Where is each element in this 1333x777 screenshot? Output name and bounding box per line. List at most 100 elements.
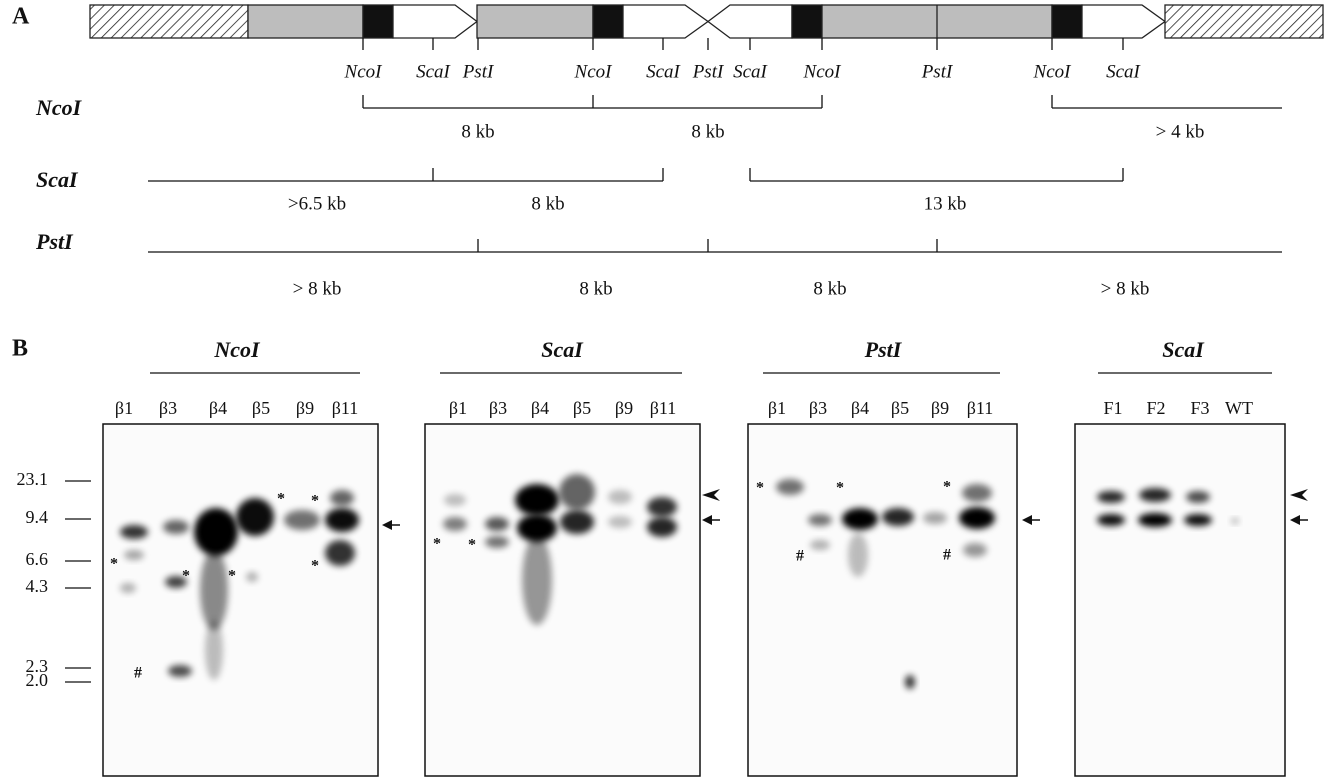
band-annotation: * [182,568,190,585]
lane-label: β5 [891,398,909,418]
lane-label: β3 [159,398,177,418]
band [1186,491,1210,503]
band-annotation: * [277,491,285,508]
band-annotation: * [228,568,236,585]
arrow [1290,515,1300,525]
lane-label: F3 [1190,398,1209,418]
band [522,535,552,625]
blot [747,423,1018,777]
lane-label: β4 [851,398,869,418]
band [1097,491,1125,503]
lane-label: β5 [252,398,270,418]
band [485,517,509,531]
site-label: NcoI [344,61,384,82]
size-marker-label: 9.4 [26,507,49,527]
fragment-label: 8 kb [813,278,846,299]
arrowhead [702,489,720,501]
lane-label: β5 [573,398,591,418]
band [647,517,677,537]
band [284,510,320,530]
band [120,525,148,539]
lane-label: β3 [809,398,827,418]
band [559,474,595,510]
fragment-label: 13 kb [924,193,967,214]
band-annotation: # [943,547,951,564]
site-label: ScaI [646,61,681,82]
blot-title: NcoI [213,337,261,362]
band [963,543,987,557]
lane-label: β9 [931,398,949,418]
band [200,550,228,630]
arrow [1022,515,1032,525]
band [163,520,189,534]
fragment-label: > 4 kb [1156,121,1205,142]
band [647,497,677,517]
panel-label: B [12,336,28,362]
band-annotation: * [468,537,476,554]
arrow [382,520,392,530]
band-annotation: # [796,548,804,565]
band [1231,518,1239,524]
lane-label: β1 [449,398,467,418]
band [236,498,274,536]
size-marker-label: 6.6 [26,549,49,569]
band [1184,514,1212,526]
band [959,507,995,529]
arrowhead [1290,489,1308,501]
lane-label: WT [1225,398,1253,418]
site-label: NcoI [574,61,614,82]
arrow [702,515,712,525]
band [808,514,832,526]
band [194,508,238,556]
blot [102,423,379,777]
band [325,508,359,532]
size-marker-label: 2.3 [26,656,49,676]
fragment-label: > 8 kb [1101,278,1150,299]
band-annotation: * [756,480,764,497]
site-label: NcoI [803,61,843,82]
band [205,620,223,680]
band [1097,514,1125,526]
band-annotation: * [110,556,118,573]
band [246,572,258,582]
enzyme-label: NcoI [35,95,83,120]
band-annotation: * [311,493,319,510]
lane-label: β11 [332,398,359,418]
size-marker-label: 4.3 [26,576,49,596]
lane-label: F2 [1146,398,1165,418]
band-annotation: * [836,480,844,497]
blot-title: ScaI [541,337,584,362]
band [882,508,914,526]
band-annotation: # [134,665,142,682]
band [120,583,136,593]
enzyme-label: PstI [35,229,74,254]
enzyme-label: ScaI [36,167,79,192]
lane-label: β1 [768,398,786,418]
band [905,675,915,689]
size-marker-label: 23.1 [17,469,49,489]
size-marker-label: 2.0 [26,670,49,690]
band [485,536,509,548]
band [923,512,947,524]
band [1138,513,1172,527]
site-label: NcoI [1033,61,1073,82]
band [325,540,355,566]
band [776,479,804,495]
band [1139,488,1171,502]
site-label: ScaI [416,61,451,82]
band [168,665,192,677]
lane-label: β9 [615,398,633,418]
lane-label: β1 [115,398,133,418]
fragment-label: >6.5 kb [288,193,346,214]
band [842,508,878,530]
lane-label: β4 [209,398,227,418]
site-label: PstI [462,61,495,82]
site-label: PstI [692,61,725,82]
band [810,540,830,550]
band-annotation: * [433,536,441,553]
band [608,516,632,528]
blot [424,423,701,777]
band [443,517,467,531]
band [124,550,144,560]
